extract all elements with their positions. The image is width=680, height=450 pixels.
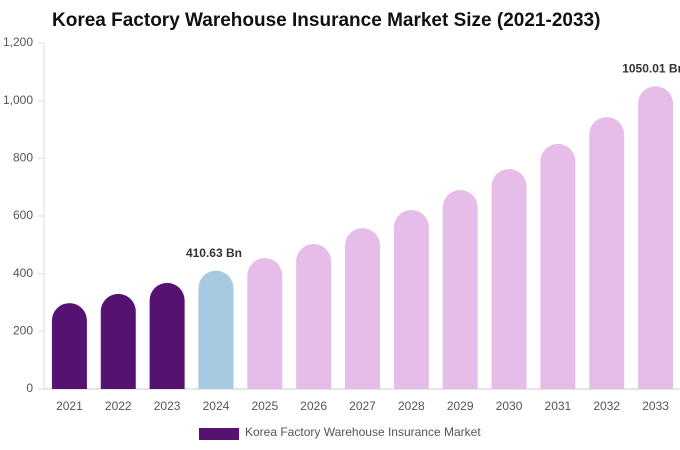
bar bbox=[198, 270, 234, 389]
x-tick-label: 2022 bbox=[105, 399, 132, 413]
data-label: 410.63 Bn bbox=[186, 246, 242, 260]
x-tick-label: 2025 bbox=[251, 399, 278, 413]
y-tick-label: 600 bbox=[13, 208, 33, 222]
bar bbox=[540, 143, 576, 389]
x-tick-label: 2024 bbox=[203, 399, 230, 413]
y-tick-label: 1,200 bbox=[3, 35, 33, 49]
bar bbox=[393, 209, 429, 389]
bar bbox=[589, 117, 625, 389]
bar bbox=[149, 282, 185, 389]
bar bbox=[491, 169, 527, 389]
x-tick-label: 2028 bbox=[398, 399, 425, 413]
x-tick-label: 2030 bbox=[496, 399, 523, 413]
data-label: 1050.01 Bn bbox=[622, 61, 680, 75]
chart-title: Korea Factory Warehouse Insurance Market… bbox=[52, 10, 600, 31]
y-tick-label: 800 bbox=[13, 151, 33, 165]
bar bbox=[638, 86, 674, 389]
y-tick-label: 0 bbox=[26, 381, 33, 395]
x-tick-label: 2027 bbox=[349, 399, 376, 413]
legend-label: Korea Factory Warehouse Insurance Market bbox=[245, 425, 481, 439]
legend-swatch bbox=[199, 428, 239, 440]
bar bbox=[345, 228, 380, 389]
x-tick-label: 2031 bbox=[545, 399, 572, 413]
bar bbox=[442, 190, 478, 389]
x-tick-label: 2032 bbox=[593, 399, 620, 413]
y-tick-label: 1,000 bbox=[3, 93, 33, 107]
x-tick-label: 2021 bbox=[56, 399, 83, 413]
x-tick-label: 2033 bbox=[642, 399, 669, 413]
x-tick-label: 2029 bbox=[447, 399, 474, 413]
y-tick-label: 200 bbox=[13, 324, 33, 338]
x-tick-label: 2026 bbox=[300, 399, 327, 413]
bar bbox=[100, 293, 136, 389]
bar bbox=[51, 303, 87, 389]
bar bbox=[296, 243, 332, 389]
y-tick-label: 400 bbox=[13, 266, 33, 280]
bar bbox=[247, 258, 283, 389]
x-tick-label: 2023 bbox=[154, 399, 181, 413]
